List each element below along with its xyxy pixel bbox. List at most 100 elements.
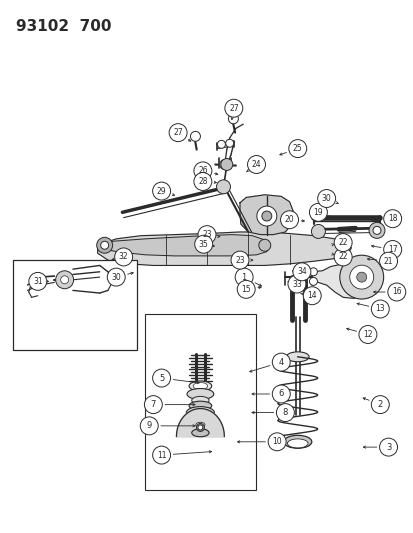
Circle shape: [193, 162, 211, 180]
Bar: [145, 314, 255, 490]
Circle shape: [302, 287, 320, 305]
Text: 30: 30: [321, 194, 331, 203]
Circle shape: [228, 114, 238, 124]
Ellipse shape: [286, 352, 309, 362]
Text: 20: 20: [284, 215, 294, 224]
Text: 11: 11: [157, 450, 166, 459]
Circle shape: [383, 240, 401, 259]
Circle shape: [197, 425, 202, 430]
Text: 14: 14: [307, 291, 316, 300]
Text: 7: 7: [150, 400, 156, 409]
Text: 30: 30: [111, 272, 121, 281]
Ellipse shape: [189, 401, 211, 410]
Circle shape: [387, 283, 405, 301]
Circle shape: [372, 227, 380, 235]
Circle shape: [217, 140, 225, 148]
Circle shape: [272, 353, 290, 371]
Circle shape: [237, 280, 254, 298]
Text: 22: 22: [337, 253, 347, 262]
Polygon shape: [97, 232, 351, 265]
Ellipse shape: [283, 435, 311, 448]
Text: 23: 23: [235, 256, 244, 264]
Circle shape: [333, 233, 351, 252]
Ellipse shape: [191, 397, 209, 405]
Polygon shape: [311, 261, 380, 298]
Text: 13: 13: [375, 304, 384, 313]
Text: 34: 34: [296, 268, 306, 276]
Text: 12: 12: [362, 330, 372, 339]
Circle shape: [339, 255, 383, 299]
Circle shape: [190, 131, 200, 141]
Ellipse shape: [191, 429, 209, 437]
Ellipse shape: [194, 415, 206, 423]
Circle shape: [311, 224, 325, 238]
Ellipse shape: [189, 381, 211, 391]
Circle shape: [276, 403, 294, 422]
Circle shape: [144, 395, 162, 414]
Circle shape: [247, 156, 265, 173]
Circle shape: [152, 446, 170, 464]
Text: 32: 32: [119, 253, 128, 262]
Bar: [13, 260, 137, 350]
Text: 23: 23: [202, 230, 211, 239]
Text: 35: 35: [198, 240, 208, 249]
Text: 26: 26: [197, 166, 207, 175]
Circle shape: [114, 248, 132, 266]
Circle shape: [268, 433, 285, 451]
Circle shape: [333, 248, 351, 266]
Circle shape: [140, 417, 158, 435]
Polygon shape: [240, 195, 293, 235]
Circle shape: [379, 438, 396, 456]
Circle shape: [368, 222, 384, 238]
Circle shape: [220, 158, 232, 171]
Ellipse shape: [195, 422, 204, 427]
Circle shape: [219, 159, 229, 169]
Circle shape: [309, 204, 327, 221]
Polygon shape: [97, 235, 268, 256]
Circle shape: [288, 140, 306, 158]
Ellipse shape: [287, 439, 307, 448]
Circle shape: [309, 277, 317, 285]
Circle shape: [194, 235, 212, 253]
Circle shape: [280, 211, 298, 229]
Text: 15: 15: [241, 285, 250, 294]
Circle shape: [261, 211, 271, 221]
Text: 19: 19: [313, 208, 323, 217]
Circle shape: [356, 272, 366, 282]
Circle shape: [29, 272, 47, 290]
Circle shape: [383, 209, 401, 228]
Circle shape: [256, 206, 276, 226]
Text: 10: 10: [272, 437, 281, 446]
Circle shape: [55, 271, 74, 289]
Text: 33: 33: [291, 279, 301, 288]
Text: 25: 25: [292, 144, 302, 153]
Circle shape: [224, 99, 242, 117]
Text: 17: 17: [387, 245, 396, 254]
Circle shape: [169, 124, 187, 142]
Polygon shape: [176, 409, 224, 437]
Text: 16: 16: [391, 287, 401, 296]
Circle shape: [349, 265, 373, 289]
Circle shape: [61, 276, 69, 284]
Text: 4: 4: [278, 358, 283, 367]
Circle shape: [225, 139, 233, 147]
Text: 18: 18: [387, 214, 396, 223]
Circle shape: [258, 239, 270, 251]
Text: 28: 28: [198, 177, 207, 186]
Circle shape: [107, 268, 125, 286]
Ellipse shape: [193, 383, 207, 390]
Circle shape: [272, 385, 290, 403]
Circle shape: [287, 275, 305, 293]
Text: 1: 1: [241, 272, 246, 281]
Circle shape: [358, 326, 376, 343]
Circle shape: [292, 263, 310, 281]
Circle shape: [152, 182, 170, 200]
Circle shape: [370, 395, 388, 414]
Text: 27: 27: [228, 104, 238, 112]
Text: 21: 21: [383, 257, 392, 265]
Circle shape: [370, 300, 388, 318]
Text: 3: 3: [385, 442, 390, 451]
Text: 2: 2: [377, 400, 382, 409]
Text: 9: 9: [146, 422, 152, 430]
Text: 29: 29: [157, 187, 166, 196]
